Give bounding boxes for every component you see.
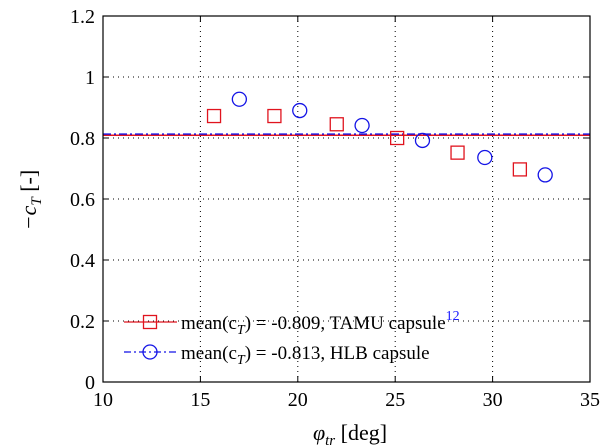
data-point-square [206, 108, 222, 124]
legend-entry-hlb: mean(cT) = -0.813, HLB capsule [124, 343, 430, 368]
data-point-circle [292, 102, 308, 119]
data-point-circle [354, 117, 370, 134]
legend-marker-square [142, 314, 158, 330]
y-axis-label: −cT [-] [16, 170, 45, 230]
x-axis-label: φtr [deg] [313, 420, 387, 447]
y-tick-label: 0 [85, 372, 95, 394]
grid-lines [103, 16, 590, 382]
data-point-circle [537, 167, 553, 183]
x-tick-label: 30 [483, 389, 503, 411]
data-point-circle [231, 91, 248, 107]
x-tick-label: 10 [93, 389, 113, 411]
data-points [206, 91, 553, 183]
data-point-circle [477, 149, 493, 166]
y-tick-label: 0.6 [70, 189, 95, 211]
y-tick-label: 0.4 [70, 250, 95, 272]
legend-marker-circle [142, 344, 158, 360]
y-tick-label: 0.2 [70, 311, 95, 333]
x-tick-label: 35 [580, 389, 600, 411]
mean-lines [103, 133, 590, 136]
data-point-square [450, 145, 465, 160]
x-tick-label: 15 [190, 389, 210, 411]
data-point-square [512, 162, 528, 177]
data-point-square [389, 130, 405, 146]
data-point-circle [414, 132, 431, 149]
data-point-square [267, 108, 282, 124]
data-point-square [329, 117, 344, 132]
reference-12: 12 [446, 309, 460, 324]
axis-ticks: 10 15 20 25 30 35 0 0.2 0.4 0.6 0.8 1 1.2 [70, 6, 600, 411]
legend: mean(cT) = -0.809, TAMU capsule12 mean(c… [124, 309, 460, 368]
x-tick-label: 20 [288, 389, 308, 411]
y-tick-label: 1 [85, 67, 95, 89]
legend-entry-tamu: mean(cT) = -0.809, TAMU capsule12 [124, 309, 460, 338]
y-tick-label: 1.2 [70, 6, 95, 28]
legend-label-hlb: mean(cT) = -0.813, HLB capsule [181, 343, 430, 368]
x-tick-label: 25 [385, 389, 405, 411]
y-tick-label: 0.8 [70, 128, 95, 150]
legend-label-tamu: mean(cT) = -0.809, TAMU capsule12 [181, 309, 460, 338]
